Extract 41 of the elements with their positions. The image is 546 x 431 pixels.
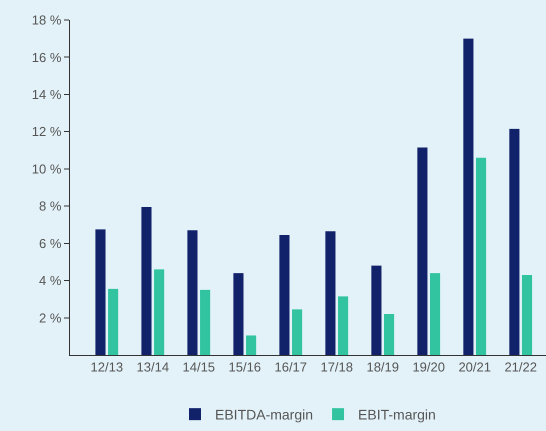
bar xyxy=(108,288,118,355)
bar xyxy=(509,128,520,355)
x-tick-label: 14/15 xyxy=(182,360,216,375)
bar xyxy=(233,273,244,355)
bar xyxy=(154,269,164,355)
y-tick-label: 8 % xyxy=(38,198,62,214)
bar xyxy=(200,290,210,355)
x-tick-label: 21/22 xyxy=(504,360,537,375)
bar xyxy=(338,296,348,355)
y-tick-label: 16 % xyxy=(32,50,62,65)
bar xyxy=(246,335,256,355)
bar xyxy=(95,229,106,355)
y-tick-label: 10 % xyxy=(32,161,62,176)
y-tick-label: 14 % xyxy=(32,86,62,102)
bar xyxy=(325,231,336,355)
bar xyxy=(476,158,486,355)
x-tick-label: 12/13 xyxy=(90,360,124,375)
x-tick-label: 20/21 xyxy=(458,360,491,375)
x-tick-label: 19/20 xyxy=(412,360,445,375)
bar xyxy=(430,273,440,355)
bar xyxy=(417,147,428,355)
bar xyxy=(384,314,394,355)
bar xyxy=(371,266,382,355)
legend-label: EBIT-margin xyxy=(358,406,436,423)
y-tick-label: 4 % xyxy=(38,273,62,288)
y-tick-label: 12 % xyxy=(32,124,62,140)
legend-label: EBITDA-margin xyxy=(215,406,314,423)
x-tick-label: 15/16 xyxy=(228,360,262,375)
y-tick-label: 2 % xyxy=(38,310,62,326)
bar xyxy=(141,207,152,355)
y-tick-label: 18 % xyxy=(32,12,62,28)
x-tick-label: 16/17 xyxy=(274,360,308,375)
x-tick-label: 18/19 xyxy=(366,360,400,375)
bar xyxy=(279,234,290,355)
bar xyxy=(463,38,474,355)
y-tick-label: 6 % xyxy=(38,236,62,251)
bar xyxy=(292,309,302,355)
bar xyxy=(187,230,198,355)
bar xyxy=(522,274,532,355)
x-tick-label: 17/18 xyxy=(320,360,354,375)
x-tick-label: 13/14 xyxy=(136,360,170,375)
